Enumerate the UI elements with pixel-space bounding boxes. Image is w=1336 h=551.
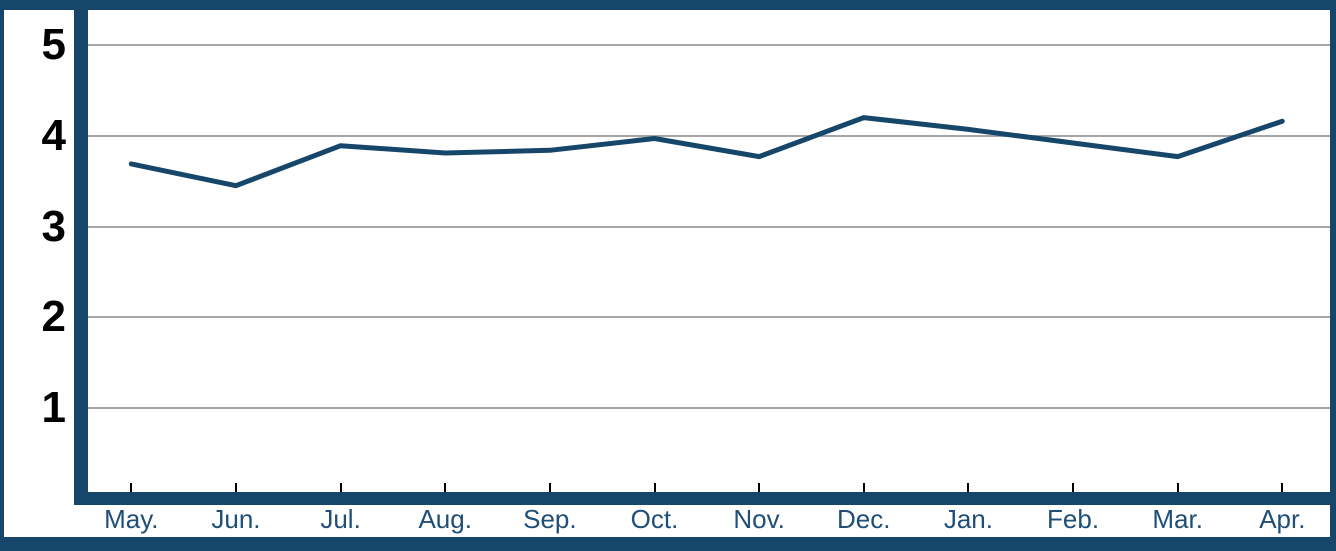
gridline-1 — [88, 407, 1330, 409]
y-tick-label-2: 2 — [41, 292, 66, 342]
x-tick-label-mar: Mar. — [1152, 504, 1203, 534]
y-tick-label-5: 5 — [41, 20, 66, 69]
x-tick-1 — [234, 483, 237, 492]
y-tick-label-1: 1 — [41, 383, 66, 432]
y-axis-line — [74, 10, 88, 505]
data-line — [128, 115, 1285, 189]
x-tick-6 — [758, 483, 761, 492]
x-axis-line — [74, 492, 1330, 505]
x-tick-label-jun: Jun. — [211, 504, 261, 534]
x-tick-label-apr: Apr. — [1259, 504, 1306, 534]
gridline-2 — [88, 316, 1330, 319]
y-tick-label-3: 3 — [41, 201, 66, 251]
x-tick-2 — [339, 483, 342, 492]
x-tick-label-dec: Dec. — [837, 504, 891, 534]
x-tick-7 — [862, 483, 865, 492]
frame-border-left — [0, 0, 4, 551]
gridline-3 — [88, 225, 1330, 228]
x-tick-label-nov: Nov. — [733, 504, 785, 534]
frame-border-right — [1330, 0, 1336, 551]
x-tick-5 — [653, 483, 656, 492]
frame-border-bottom — [0, 537, 1336, 551]
x-tick-label-oct: Oct. — [630, 504, 679, 534]
gridline-4 — [88, 134, 1330, 137]
x-tick-4 — [548, 483, 551, 492]
x-tick-label-may: May. — [104, 504, 159, 534]
frame-border-top — [0, 0, 1336, 10]
x-tick-0 — [130, 483, 133, 492]
x-tick-label-sep: Sep. — [523, 504, 577, 534]
x-tick-label-jul: Jul. — [320, 504, 361, 534]
x-tick-label-aug: Aug. — [418, 504, 472, 534]
x-tick-11 — [1281, 483, 1284, 492]
x-tick-3 — [444, 483, 447, 492]
y-tick-label-4: 4 — [41, 110, 66, 160]
x-tick-10 — [1176, 483, 1179, 492]
x-tick-9 — [1072, 483, 1075, 492]
x-tick-label-feb: Feb. — [1047, 504, 1100, 534]
x-tick-label-jan: Jan. — [943, 504, 993, 534]
x-tick-8 — [967, 483, 970, 492]
gridline-5 — [88, 44, 1330, 46]
